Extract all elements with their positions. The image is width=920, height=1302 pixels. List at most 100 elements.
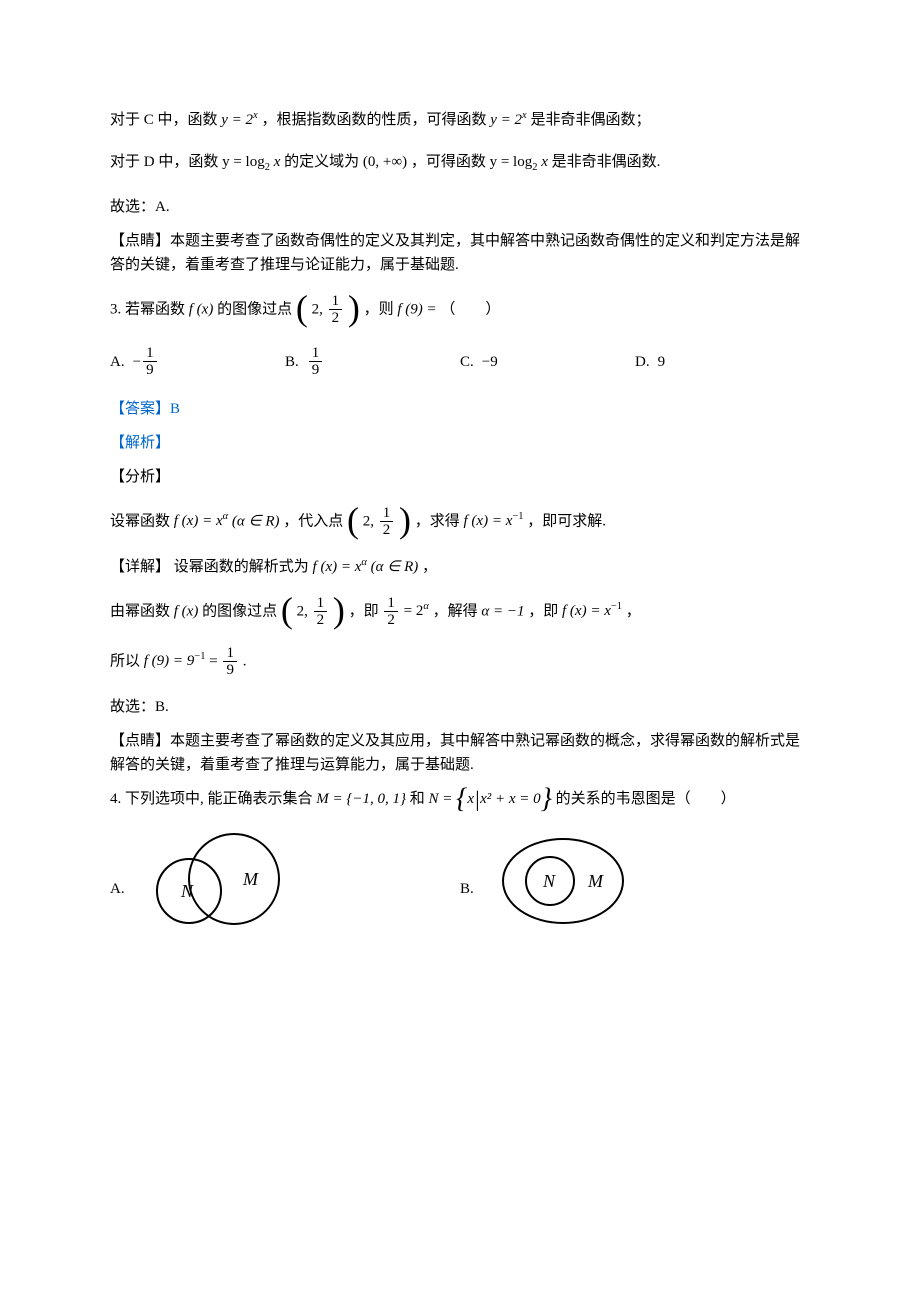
math-expr: f (x)	[189, 301, 214, 317]
math-expr: f (9) = 9−1	[144, 653, 206, 669]
detail-line2: 由幂函数 f (x) 的图像过点 ( 2, 12 ) ，即 12 = 2α ，解…	[110, 595, 810, 629]
math-expr: f (x)	[174, 603, 199, 619]
text: ，求得	[415, 513, 464, 529]
text: ，	[422, 559, 437, 575]
fraction: 19	[143, 345, 157, 379]
venn-options-row: A. N M B. N M	[110, 831, 810, 931]
option-label: A.	[110, 350, 125, 374]
text: 下列选项中, 能正确表示集合	[125, 791, 316, 807]
text: 的定义域为	[284, 154, 363, 170]
options-row: A. − 19 B. 19 C. −9 D. 9	[110, 345, 810, 379]
option-label: B.	[460, 877, 474, 931]
math-expr: (0, +∞)	[363, 154, 407, 170]
math-expr: = 2α	[404, 603, 429, 619]
page-content: 对于 C 中，函数 y = 2x ，根据指数函数的性质，可得函数 y = 2x …	[0, 0, 920, 991]
detail-label: 【详解】	[110, 559, 170, 575]
text: 由幂函数	[110, 603, 174, 619]
option-b: B. 19	[285, 345, 460, 379]
math-expr: y = log2 x	[222, 154, 280, 170]
text: ，即可求解.	[527, 513, 606, 529]
text: ，根据指数函数的性质，可得函数	[261, 112, 490, 128]
math-expr: f (x) = xα	[174, 513, 228, 529]
para-dianjing-2: 【点睛】本题主要考查了幂函数的定义及其应用，其中解答中熟记幂函数的概念，求得幂函…	[110, 729, 810, 777]
text: 若幂函数	[125, 301, 189, 317]
text: 设幂函数的解析式为	[174, 559, 313, 575]
math-expr: f (9) =	[397, 301, 436, 317]
fraction: 19	[309, 345, 323, 379]
venn-option-b: B. N M	[460, 831, 810, 931]
math-expr: f (x) = xα	[313, 559, 367, 575]
para-dianjing-1: 【点睛】本题主要考查了函数奇偶性的定义及其判定，其中解答中熟记函数奇偶性的定义和…	[110, 229, 810, 277]
q-number: 4.	[110, 791, 125, 807]
analysis-label: 【解析】	[110, 431, 810, 455]
option-value: −9	[482, 350, 498, 374]
para-select-b: 故选：B.	[110, 695, 810, 719]
text: ，即	[528, 603, 562, 619]
text: ，即	[349, 603, 383, 619]
para-select-a: 故选：A.	[110, 195, 810, 219]
q-number: 3.	[110, 301, 125, 317]
math-expr: y = 2x	[490, 112, 526, 128]
text: ，代入点	[283, 513, 347, 529]
venn-diagram-a: N M	[139, 831, 299, 931]
math-expr: α = −1	[481, 603, 524, 619]
text: .	[243, 653, 247, 669]
venn-n-label: N	[542, 871, 556, 891]
text: ，解得	[433, 603, 482, 619]
answer-label: 【答案】	[110, 401, 170, 417]
text: 是非奇非偶函数；	[530, 112, 650, 128]
text: 的图像过点	[217, 301, 296, 317]
option-label: D.	[635, 350, 650, 374]
text: 的关系的韦恩图是（ ）	[556, 791, 736, 807]
option-label: B.	[285, 350, 299, 374]
answer-line: 【答案】B	[110, 397, 810, 421]
text: 是非奇非偶函数.	[552, 154, 661, 170]
text: 所以	[110, 653, 144, 669]
text: 的图像过点	[202, 603, 281, 619]
venn-m-label: M	[242, 869, 259, 889]
math-expr: y = 2x	[221, 112, 257, 128]
para-d: 对于 D 中，函数 y = log2 x 的定义域为 (0, +∞) ，可得函数…	[110, 150, 810, 177]
fenxi-label: 【分析】	[110, 465, 810, 489]
option-label: C.	[460, 350, 474, 374]
equals: =	[209, 653, 221, 669]
answer-value: B	[170, 401, 180, 417]
math-expr: M = {−1, 0, 1}	[316, 791, 406, 807]
text: 对于 D 中，函数	[110, 154, 222, 170]
venn-n-label: N	[180, 881, 194, 901]
text: （ ）	[440, 301, 500, 317]
math-expr: N = {x|x² + x = 0}	[429, 791, 556, 807]
venn-diagram-b: N M	[488, 831, 648, 931]
text: ，则	[364, 301, 398, 317]
option-label: A.	[110, 877, 125, 931]
text: ，	[626, 603, 641, 619]
text: 和	[410, 791, 429, 807]
math-expr: (α ∈ R)	[232, 513, 280, 529]
option-c: C. −9	[460, 350, 635, 374]
question-4: 4. 下列选项中, 能正确表示集合 M = {−1, 0, 1} 和 N = {…	[110, 787, 810, 811]
option-d: D. 9	[635, 350, 810, 374]
so-line: 所以 f (9) = 9−1 = 19 .	[110, 645, 810, 679]
fraction: 19	[223, 645, 237, 679]
fenxi-body: 设幂函数 f (x) = xα (α ∈ R) ，代入点 ( 2, 12 ) ，…	[110, 505, 810, 539]
text: 设幂函数	[110, 513, 174, 529]
option-a: A. − 19	[110, 345, 285, 379]
question-3: 3. 若幂函数 f (x) 的图像过点 ( 2, 12 ) ，则 f (9) =…	[110, 293, 810, 327]
point-x: 2,	[363, 513, 374, 529]
math-expr: (α ∈ R)	[371, 559, 419, 575]
fraction: 12	[380, 505, 394, 539]
math-expr: y = log2 x	[490, 154, 548, 170]
venn-m-label: M	[587, 871, 604, 891]
option-value: 9	[658, 350, 666, 374]
para-c: 对于 C 中，函数 y = 2x ，根据指数函数的性质，可得函数 y = 2x …	[110, 108, 810, 132]
detail-line1: 【详解】 设幂函数的解析式为 f (x) = xα (α ∈ R) ，	[110, 555, 810, 579]
venn-option-a: A. N M	[110, 831, 460, 931]
point-x: 2,	[312, 301, 323, 317]
neg-sign: −	[133, 350, 141, 374]
point-x: 2,	[297, 603, 308, 619]
fraction: 12	[314, 595, 328, 629]
fraction: 12	[384, 595, 398, 629]
text: ，可得函数	[411, 154, 490, 170]
text: 对于 C 中，函数	[110, 112, 221, 128]
fraction: 12	[329, 293, 343, 327]
